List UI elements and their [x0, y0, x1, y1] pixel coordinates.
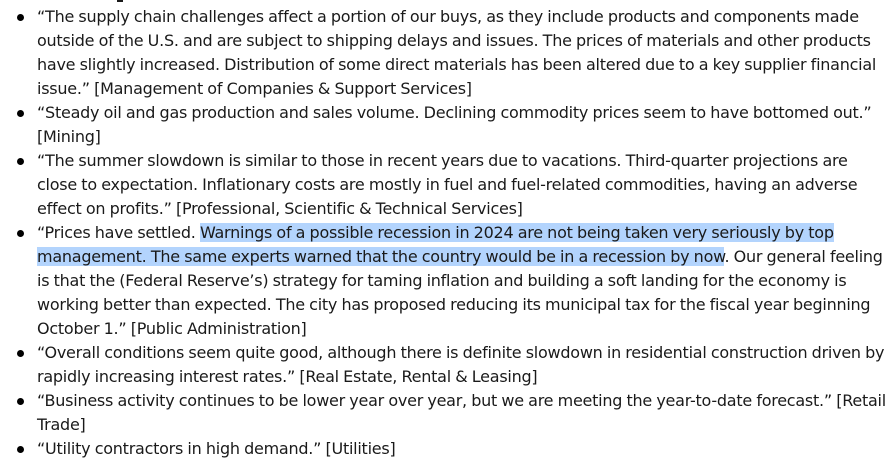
quote-text-before-selection: “Prices have settled. [37, 223, 196, 242]
quote-text: “The summer slowdown is similar to those… [37, 151, 858, 218]
industry-label: [Professional, Scientific & Technical Se… [175, 199, 523, 218]
clipped-glyph [117, 0, 123, 2]
quote-text: “The supply chain challenges affect a po… [37, 7, 877, 98]
quote-text: “Utility contractors in high demand.” [37, 439, 322, 458]
industry-label: [Public Administration] [130, 319, 307, 338]
list-item: “Prices have settled. Warnings of a poss… [0, 221, 892, 341]
bullet-icon [17, 158, 24, 165]
list-item: “Utility contractors in high demand.” [U… [0, 437, 892, 461]
bullet-icon [17, 230, 24, 237]
industry-label: [Mining] [37, 127, 101, 146]
previous-content-edge [0, 0, 892, 4]
quote-text: “Business activity continues to be lower… [37, 391, 832, 410]
respondent-quotes-list: “The supply chain challenges affect a po… [0, 5, 892, 461]
list-item: “Business activity continues to be lower… [0, 389, 892, 437]
bullet-icon [17, 110, 24, 117]
bullet-icon [17, 446, 24, 453]
list-item: “Overall conditions seem quite good, alt… [0, 341, 892, 389]
bullet-icon [17, 350, 24, 357]
list-item: “Steady oil and gas production and sales… [0, 101, 892, 149]
quote-text-after-selection: . Our general feeling is that the (Feder… [37, 247, 883, 338]
industry-label: [Utilities] [325, 439, 396, 458]
industry-label: [Real Estate, Rental & Leasing] [299, 367, 538, 386]
list-item: “The summer slowdown is similar to those… [0, 149, 892, 221]
quote-text: “Steady oil and gas production and sales… [37, 103, 872, 122]
industry-label: [Management of Companies & Support Servi… [94, 79, 472, 98]
industry-label: [Retail Trade] [37, 391, 886, 434]
quote-text: “Overall conditions seem quite good, alt… [37, 343, 885, 386]
bullet-icon [17, 398, 24, 405]
list-item: “The supply chain challenges affect a po… [0, 5, 892, 101]
bullet-icon [17, 14, 24, 21]
